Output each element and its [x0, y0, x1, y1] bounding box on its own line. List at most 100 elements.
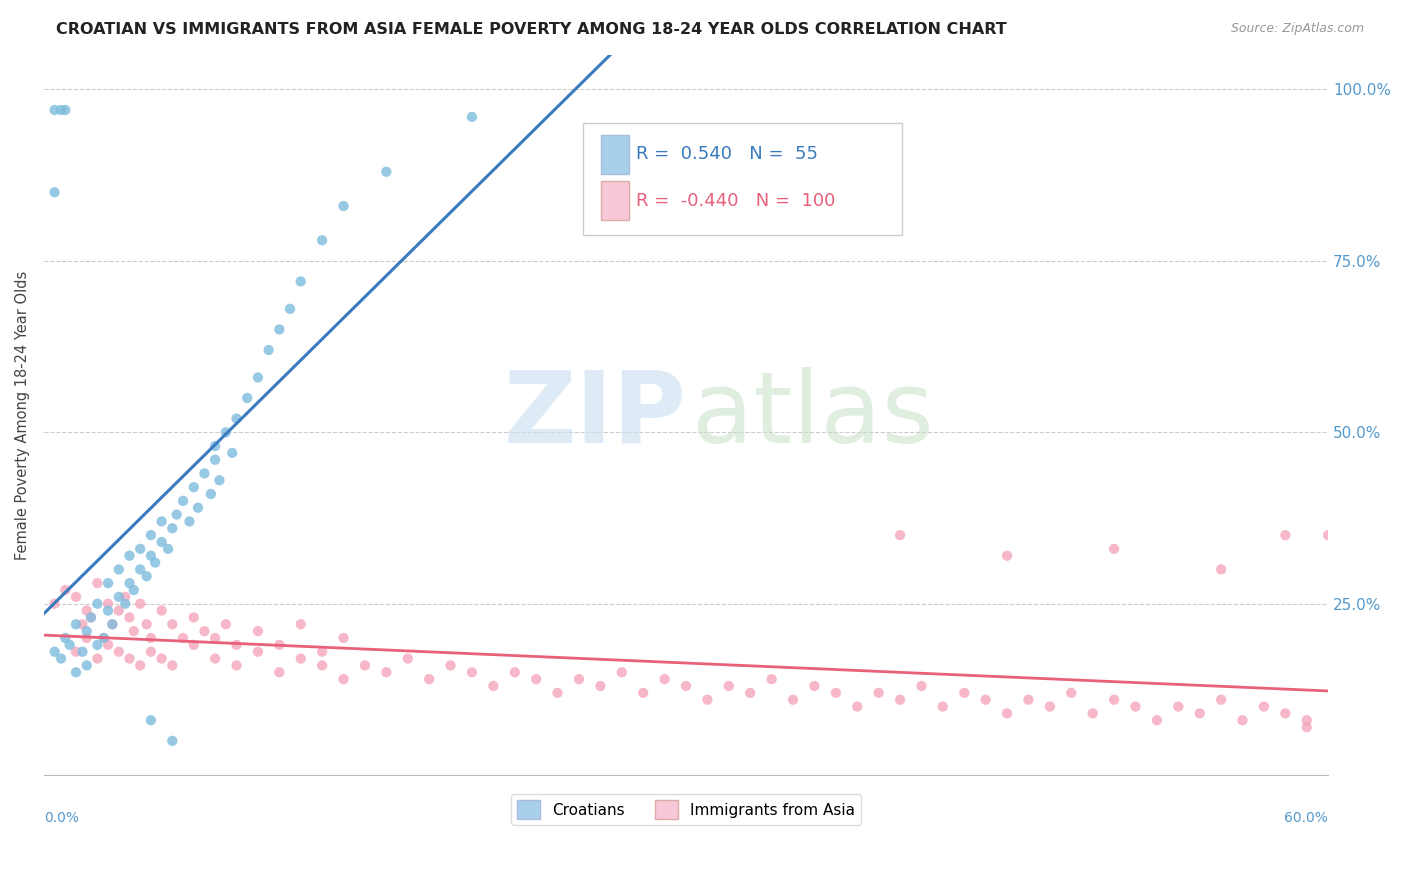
Point	[1125, 699, 1147, 714]
Point	[1211, 692, 1233, 706]
Point	[221, 446, 243, 460]
Point	[44, 186, 66, 200]
Point	[953, 686, 976, 700]
Point	[80, 610, 103, 624]
Point	[162, 734, 184, 748]
Point	[1081, 706, 1104, 721]
Point	[139, 549, 162, 563]
Text: Source: ZipAtlas.com: Source: ZipAtlas.com	[1230, 22, 1364, 36]
Point	[150, 603, 173, 617]
Point	[44, 645, 66, 659]
Point	[53, 582, 76, 597]
Point	[65, 665, 87, 680]
Point	[824, 686, 846, 700]
Text: CROATIAN VS IMMIGRANTS FROM ASIA FEMALE POVERTY AMONG 18-24 YEAR OLDS CORRELATIO: CROATIAN VS IMMIGRANTS FROM ASIA FEMALE …	[56, 22, 1007, 37]
Point	[257, 343, 280, 357]
Point	[179, 515, 201, 529]
Point	[1017, 692, 1039, 706]
Point	[101, 617, 124, 632]
Point	[589, 679, 612, 693]
Point	[44, 597, 66, 611]
Text: 60.0%: 60.0%	[1284, 811, 1329, 825]
Point	[107, 590, 129, 604]
Point	[889, 692, 911, 706]
Point	[846, 699, 869, 714]
Point	[225, 411, 247, 425]
Text: atlas: atlas	[692, 367, 934, 464]
Point	[910, 679, 932, 693]
Point	[162, 617, 184, 632]
Point	[1274, 706, 1296, 721]
Point	[1211, 562, 1233, 576]
Text: R =  0.540   N =  55: R = 0.540 N = 55	[637, 145, 818, 163]
Point	[76, 631, 98, 645]
Point	[215, 617, 238, 632]
Point	[204, 651, 226, 665]
Point	[461, 665, 484, 680]
Point	[118, 651, 141, 665]
Point	[86, 597, 108, 611]
Point	[269, 665, 291, 680]
Point	[332, 199, 354, 213]
Point	[172, 493, 194, 508]
Point	[86, 651, 108, 665]
Point	[482, 679, 505, 693]
Point	[139, 528, 162, 542]
Point	[129, 597, 152, 611]
Point	[1295, 720, 1317, 734]
Point	[204, 439, 226, 453]
Point	[150, 651, 173, 665]
Point	[354, 658, 377, 673]
Point	[246, 370, 269, 384]
Point	[193, 467, 215, 481]
Point	[65, 590, 87, 604]
Point	[236, 391, 259, 405]
Point	[803, 679, 825, 693]
Legend: Croatians, Immigrants from Asia: Croatians, Immigrants from Asia	[510, 794, 862, 825]
Point	[129, 562, 152, 576]
Point	[150, 535, 173, 549]
Point	[974, 692, 997, 706]
Point	[172, 631, 194, 645]
Point	[80, 610, 103, 624]
Point	[246, 624, 269, 639]
Point	[129, 541, 152, 556]
Point	[311, 645, 333, 659]
Point	[135, 569, 157, 583]
Point	[135, 617, 157, 632]
Point	[204, 452, 226, 467]
Point	[290, 617, 312, 632]
Point	[107, 645, 129, 659]
Point	[187, 500, 209, 515]
Point	[332, 672, 354, 686]
Point	[610, 665, 633, 680]
Point	[97, 597, 120, 611]
Point	[49, 651, 72, 665]
Point	[396, 651, 419, 665]
Text: R =  -0.440   N =  100: R = -0.440 N = 100	[637, 192, 835, 210]
Point	[225, 638, 247, 652]
Point	[72, 617, 94, 632]
Point	[332, 631, 354, 645]
Point	[1295, 713, 1317, 727]
Point	[547, 686, 569, 700]
Point	[208, 473, 231, 487]
Point	[439, 658, 461, 673]
Point	[290, 274, 312, 288]
Point	[269, 638, 291, 652]
Point	[139, 645, 162, 659]
Point	[631, 686, 654, 700]
Point	[1146, 713, 1168, 727]
Point	[1039, 699, 1062, 714]
Point	[114, 590, 136, 604]
Point	[311, 233, 333, 247]
Point	[101, 617, 124, 632]
Point	[44, 103, 66, 117]
Point	[503, 665, 526, 680]
Point	[139, 631, 162, 645]
Point	[93, 631, 115, 645]
Point	[86, 576, 108, 591]
Point	[278, 301, 301, 316]
Text: 0.0%: 0.0%	[44, 811, 79, 825]
Point	[932, 699, 955, 714]
